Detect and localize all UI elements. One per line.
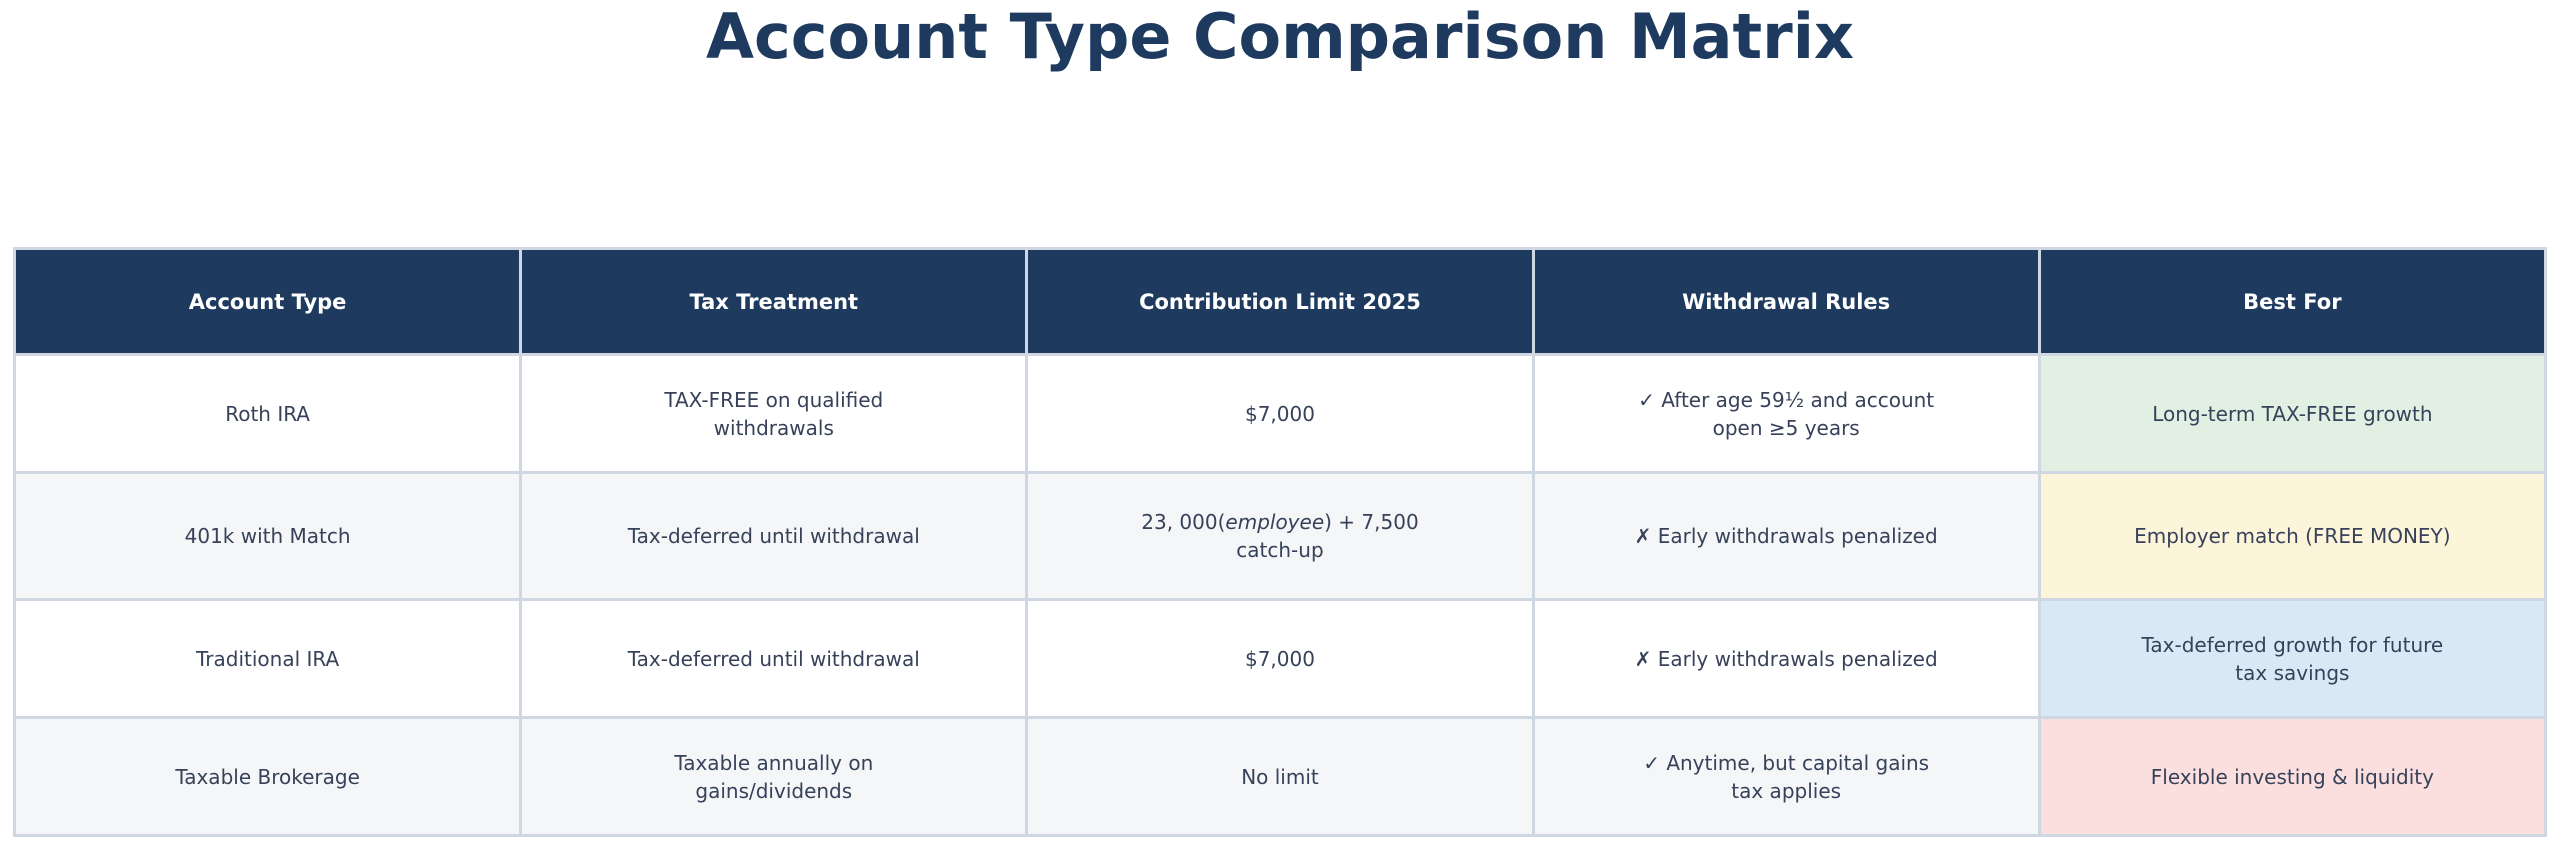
- comparison-table: Account Type Tax Treatment Contribution …: [12, 247, 2548, 838]
- cell-contribution-limit: 23, 000(employee) + 7,500 catch-up: [1025, 471, 1535, 602]
- table-row-401k: 401k with Match Tax-deferred until withd…: [12, 471, 2548, 602]
- cell-tax-treatment: Taxable annually on gains/dividends: [519, 716, 1029, 838]
- cell-best-for: Tax-deferred growth for future tax savin…: [2037, 598, 2548, 720]
- cell-withdrawal-rules: ✗ Early withdrawals penalized: [1531, 598, 2041, 720]
- cell-contribution-limit: No limit: [1025, 716, 1535, 838]
- cell-account-type: Roth IRA: [12, 353, 523, 475]
- limit-line2: catch-up: [1236, 538, 1324, 563]
- cell-withdrawal-rules: ✓ Anytime, but capital gains tax applies: [1531, 716, 2041, 838]
- page-title: Account Type Comparison Matrix: [706, 0, 1854, 73]
- cell-best-for: Flexible investing & liquidity: [2037, 716, 2548, 838]
- column-header-account-type: Account Type: [12, 247, 523, 357]
- cell-best-for: Long-term TAX-FREE growth: [2037, 353, 2548, 475]
- column-header-withdrawal-rules: Withdrawal Rules: [1531, 247, 2041, 357]
- cell-best-for: Employer match (FREE MONEY): [2037, 471, 2548, 602]
- limit-pre: 23, 000(: [1141, 510, 1226, 535]
- cell-withdrawal-rules: ✓ After age 59½ and account open ≥5 year…: [1531, 353, 2041, 475]
- cell-account-type: Taxable Brokerage: [12, 716, 523, 838]
- cell-tax-treatment: TAX-FREE on qualified withdrawals: [519, 353, 1029, 475]
- cell-tax-treatment: Tax-deferred until withdrawal: [519, 471, 1029, 602]
- table-row-taxable-brokerage: Taxable Brokerage Taxable annually on ga…: [12, 716, 2548, 838]
- limit-post: ) + 7,500: [1324, 510, 1419, 535]
- limit-italic: employee: [1225, 510, 1325, 535]
- limit-line1: 23, 000(employee) + 7,500: [1141, 510, 1418, 534]
- column-header-tax-treatment: Tax Treatment: [519, 247, 1029, 357]
- cell-contribution-limit: $7,000: [1025, 353, 1535, 475]
- table-header-row: Account Type Tax Treatment Contribution …: [12, 247, 2548, 357]
- column-header-contribution-limit: Contribution Limit 2025: [1025, 247, 1535, 357]
- cell-withdrawal-rules: ✗ Early withdrawals penalized: [1531, 471, 2041, 602]
- cell-tax-treatment: Tax-deferred until withdrawal: [519, 598, 1029, 720]
- cell-account-type: Traditional IRA: [12, 598, 523, 720]
- table-row-roth-ira: Roth IRA TAX-FREE on qualified withdrawa…: [12, 353, 2548, 475]
- column-header-best-for: Best For: [2037, 247, 2548, 357]
- cell-account-type: 401k with Match: [12, 471, 523, 602]
- cell-contribution-limit: $7,000: [1025, 598, 1535, 720]
- table-row-traditional-ira: Traditional IRA Tax-deferred until withd…: [12, 598, 2548, 720]
